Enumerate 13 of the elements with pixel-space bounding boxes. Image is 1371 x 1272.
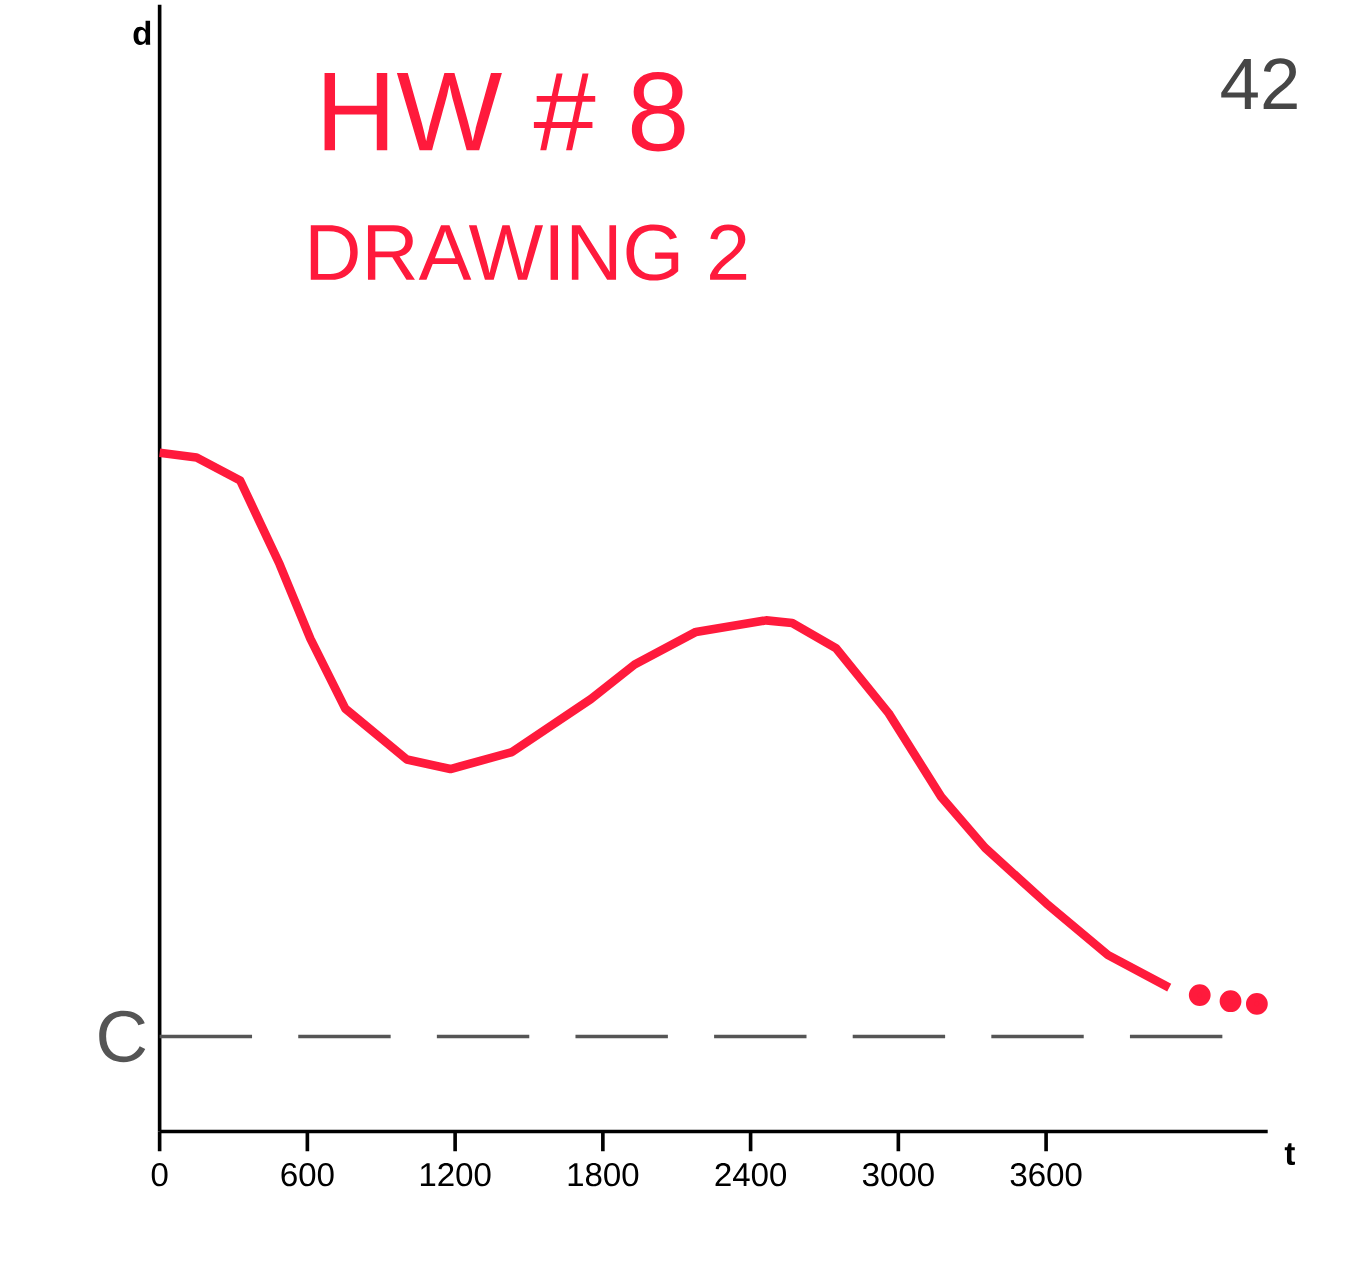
x-tick-label: 1200	[420, 1162, 491, 1187]
x-tick-label: 600	[281, 1162, 334, 1187]
chart-title: HW # 8	[324, 71, 685, 152]
x-tick-label: 0	[151, 1162, 168, 1187]
x-tick-label: 3600	[1010, 1162, 1082, 1187]
x-tick-label: 3000	[862, 1162, 934, 1187]
text: d	[133, 20, 151, 45]
chart-subtitle: DRAWING 2	[310, 224, 747, 281]
x-tick-label: 2400	[715, 1162, 787, 1187]
ref-line-label: C	[99, 1010, 146, 1063]
x-axis-title: t	[1284, 1142, 1295, 1165]
x-tick-label: 1800	[568, 1162, 639, 1187]
text: 42	[1221, 57, 1297, 109]
